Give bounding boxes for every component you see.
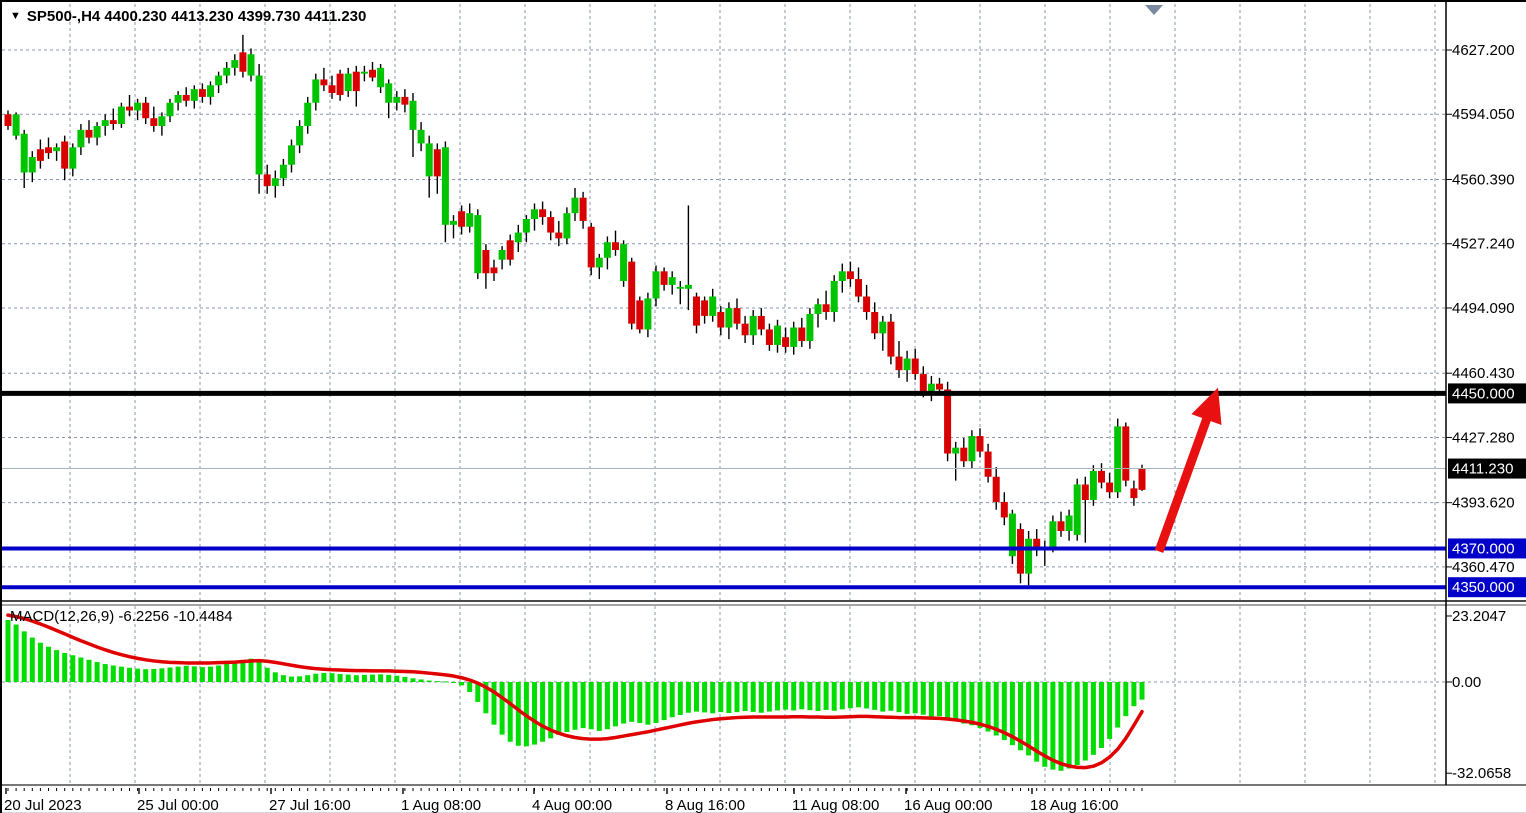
macd-indicator-label: MACD(12,26,9) -6.2256 -10.4484 — [10, 608, 233, 625]
price-axis-label: 4360.470 — [1452, 559, 1515, 576]
time-axis-label: 16 Aug 00:00 — [904, 797, 992, 813]
macd-axis-label: -32.0658 — [1452, 765, 1511, 782]
time-axis: 20 Jul 2023 25 Jul 00:00 27 Jul 16:00 1 Aug… — [4, 788, 1143, 813]
time-axis-label: 27 Jul 16:00 — [269, 797, 351, 813]
symbol-header: ▼ SP500-,H4 4400.230 4413.230 4399.730 44… — [10, 8, 366, 25]
time-axis-label: 18 Aug 16:00 — [1030, 797, 1118, 813]
arrow-up-annotation[interactable] — [1154, 387, 1222, 553]
price-axis-label: 4560.390 — [1452, 171, 1515, 188]
scroll-to-end-marker-icon[interactable] — [1145, 5, 1163, 15]
time-axis-label: 25 Jul 00:00 — [137, 797, 219, 813]
macd-axis-label: 0.00 — [1452, 674, 1481, 691]
price-badge-label: 4450.000 — [1452, 385, 1515, 402]
price-axis-label: 4460.430 — [1452, 365, 1515, 382]
macd-signal-line — [6, 613, 1144, 770]
price-axis-label: 4393.620 — [1452, 495, 1515, 512]
candlestick-series — [4, 34, 1146, 586]
price-axis-area — [1446, 2, 1526, 813]
price-axis-label: 4594.050 — [1452, 106, 1515, 123]
price-badge-4450.000 — [1448, 383, 1526, 404]
price-badge-4370.000 — [1448, 538, 1526, 559]
price-badge-label: 4411.230 — [1452, 461, 1513, 478]
price-axis-label: 4427.280 — [1452, 429, 1515, 446]
time-axis-label: 1 Aug 08:00 — [401, 797, 481, 813]
macd-histogram — [5, 619, 1145, 771]
symbol-ohlc-text: SP500-,H4 4400.230 4413.230 4399.730 441… — [26, 8, 367, 25]
time-axis-label: 11 Aug 08:00 — [792, 797, 879, 813]
price-axis-label: 4627.200 — [1452, 42, 1515, 59]
time-axis-label: 8 Aug 16:00 — [665, 797, 745, 813]
price-axis-label: 4527.240 — [1452, 236, 1515, 253]
time-axis-label: 4 Aug 00:00 — [532, 797, 612, 813]
time-axis-label: 20 Jul 2023 — [4, 797, 82, 813]
price-badge-label: 4350.000 — [1452, 579, 1515, 596]
macd-axis-label: 23.2047 — [1452, 608, 1506, 625]
price-badge-4411.230 — [1448, 458, 1526, 479]
price-badge-label: 4370.000 — [1452, 540, 1515, 557]
price-axis-label: 4494.090 — [1452, 300, 1515, 317]
price-badge-4350.000 — [1448, 577, 1526, 598]
symbol-dropdown-icon[interactable]: ▼ — [10, 10, 21, 22]
